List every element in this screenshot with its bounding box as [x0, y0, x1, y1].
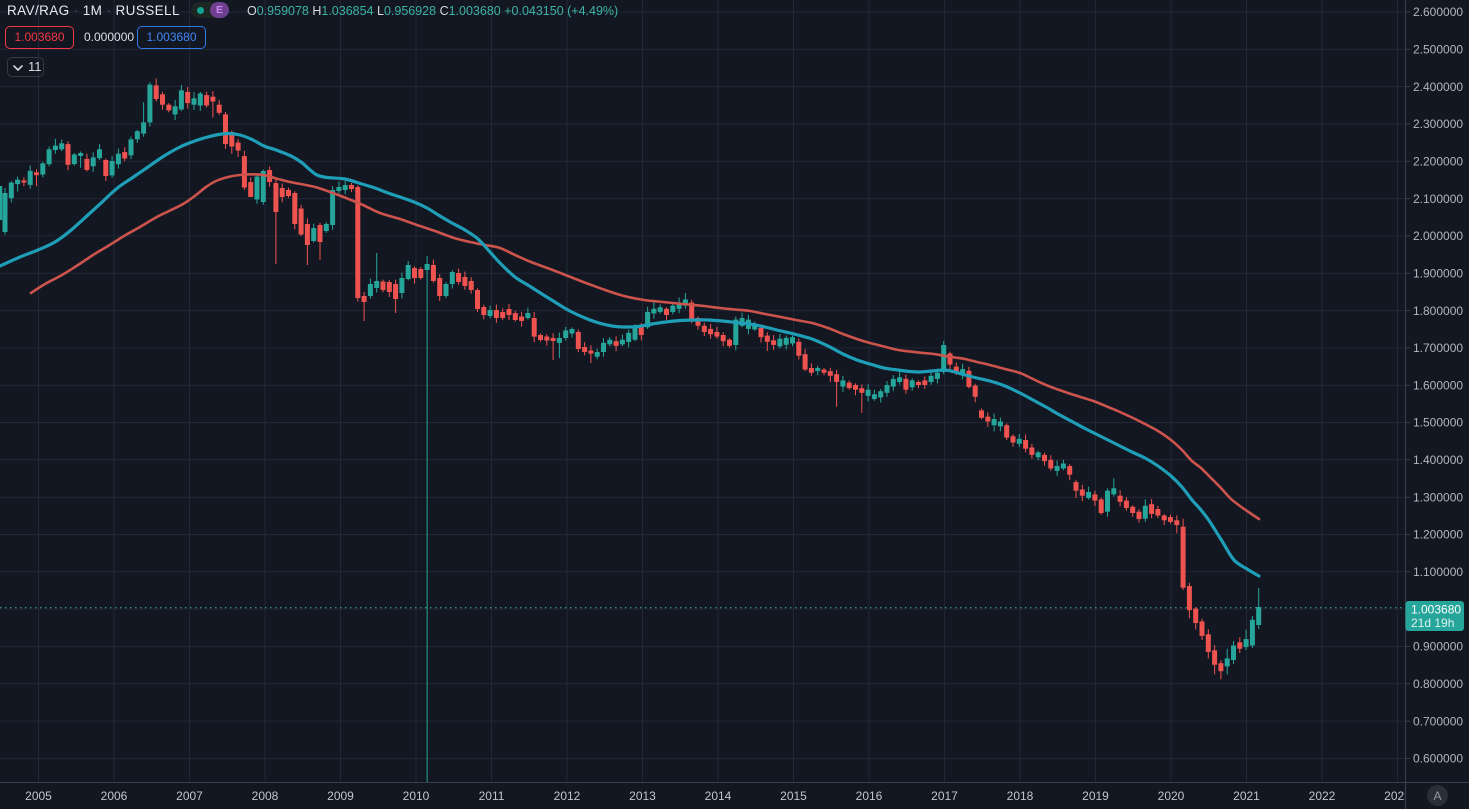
- svg-text:0.800000: 0.800000: [1413, 677, 1463, 691]
- svg-text:1.100000: 1.100000: [1413, 565, 1463, 579]
- svg-text:2016: 2016: [856, 789, 883, 803]
- svg-text:A: A: [1433, 789, 1441, 803]
- svg-text:2009: 2009: [327, 789, 354, 803]
- svg-text:2021: 2021: [1233, 789, 1260, 803]
- svg-text:0.900000: 0.900000: [1413, 640, 1463, 654]
- svg-text:2020: 2020: [1158, 789, 1185, 803]
- svg-text:2.100000: 2.100000: [1413, 192, 1463, 206]
- svg-text:1.700000: 1.700000: [1413, 341, 1463, 355]
- svg-text:2.600000: 2.600000: [1413, 5, 1463, 19]
- svg-text:2013: 2013: [629, 789, 656, 803]
- svg-text:2022: 2022: [1309, 789, 1336, 803]
- svg-text:2006: 2006: [101, 789, 128, 803]
- svg-text:2018: 2018: [1007, 789, 1034, 803]
- svg-text:2015: 2015: [780, 789, 807, 803]
- svg-text:1.003680: 1.003680: [1411, 603, 1461, 617]
- svg-text:2.500000: 2.500000: [1413, 43, 1463, 57]
- svg-text:21d 19h: 21d 19h: [1411, 616, 1454, 630]
- svg-text:2007: 2007: [176, 789, 203, 803]
- svg-text:1.300000: 1.300000: [1413, 490, 1463, 504]
- svg-text:2.200000: 2.200000: [1413, 155, 1463, 169]
- svg-text:1.600000: 1.600000: [1413, 378, 1463, 392]
- svg-text:1.200000: 1.200000: [1413, 528, 1463, 542]
- svg-text:1.400000: 1.400000: [1413, 453, 1463, 467]
- svg-text:1.900000: 1.900000: [1413, 266, 1463, 280]
- svg-text:2012: 2012: [554, 789, 581, 803]
- svg-text:1.800000: 1.800000: [1413, 304, 1463, 318]
- svg-text:2.300000: 2.300000: [1413, 117, 1463, 131]
- svg-text:0.700000: 0.700000: [1413, 714, 1463, 728]
- svg-text:0.600000: 0.600000: [1413, 752, 1463, 766]
- svg-text:2.400000: 2.400000: [1413, 80, 1463, 94]
- svg-text:2010: 2010: [403, 789, 430, 803]
- svg-text:2014: 2014: [705, 789, 732, 803]
- svg-text:2011: 2011: [479, 789, 505, 803]
- svg-text:2.000000: 2.000000: [1413, 229, 1463, 243]
- svg-text:2023: 2023: [1384, 789, 1411, 803]
- svg-text:2005: 2005: [25, 789, 52, 803]
- svg-text:2017: 2017: [931, 789, 958, 803]
- svg-text:1.500000: 1.500000: [1413, 416, 1463, 430]
- svg-text:2008: 2008: [252, 789, 279, 803]
- svg-text:2019: 2019: [1082, 789, 1109, 803]
